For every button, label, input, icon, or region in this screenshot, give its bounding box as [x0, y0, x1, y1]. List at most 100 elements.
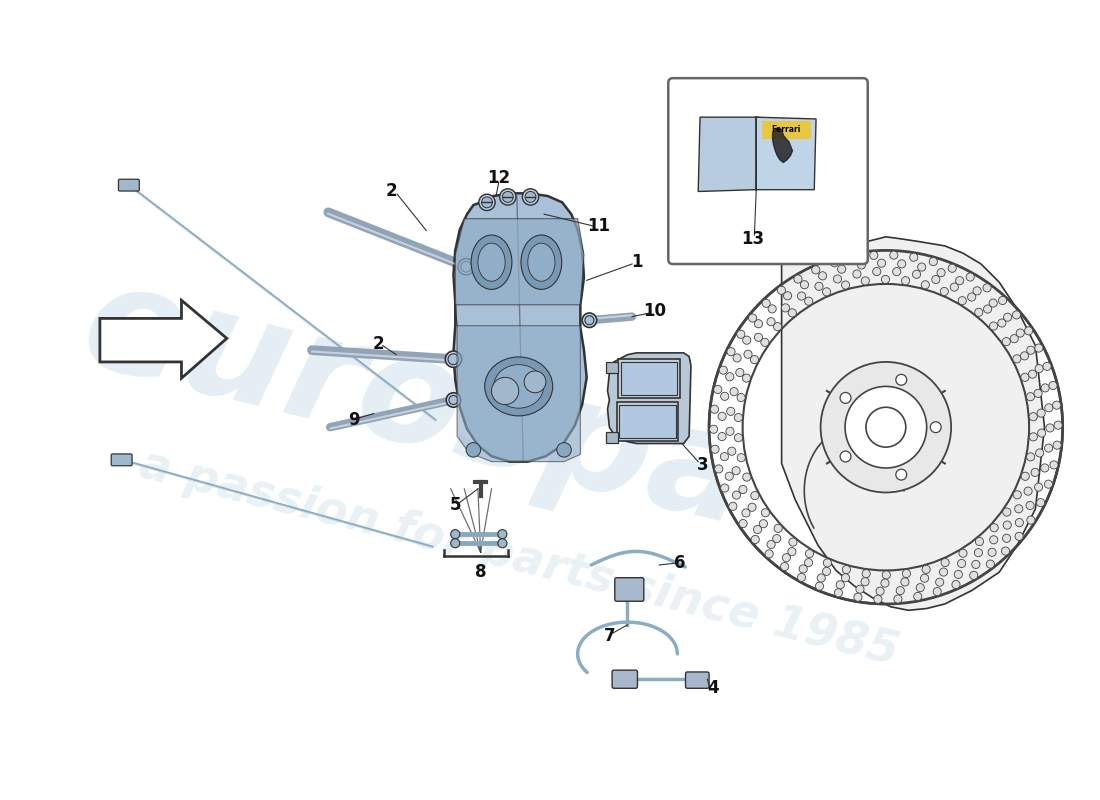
Circle shape: [714, 386, 722, 394]
Circle shape: [498, 530, 507, 538]
Circle shape: [754, 526, 761, 534]
Circle shape: [921, 281, 929, 289]
Circle shape: [817, 574, 825, 582]
Circle shape: [1031, 468, 1040, 477]
Circle shape: [737, 330, 745, 338]
Circle shape: [715, 465, 723, 473]
Polygon shape: [606, 432, 618, 442]
Circle shape: [741, 509, 750, 517]
FancyBboxPatch shape: [111, 454, 132, 466]
Circle shape: [881, 275, 890, 283]
Circle shape: [742, 374, 750, 382]
Ellipse shape: [471, 235, 512, 290]
Circle shape: [1049, 461, 1058, 469]
Circle shape: [910, 253, 917, 262]
Text: eurospares: eurospares: [68, 251, 1023, 622]
Polygon shape: [453, 194, 586, 462]
Circle shape: [1041, 464, 1049, 472]
Circle shape: [733, 491, 740, 499]
Circle shape: [959, 549, 967, 558]
Circle shape: [842, 281, 849, 289]
Circle shape: [778, 286, 785, 294]
Text: 3: 3: [697, 456, 708, 474]
Polygon shape: [458, 326, 581, 462]
Circle shape: [990, 536, 998, 544]
Circle shape: [794, 275, 802, 283]
Circle shape: [449, 395, 458, 405]
Circle shape: [958, 297, 967, 305]
Circle shape: [781, 304, 790, 312]
Polygon shape: [772, 128, 792, 162]
Text: 10: 10: [644, 302, 667, 320]
Ellipse shape: [485, 357, 552, 416]
Circle shape: [983, 305, 992, 313]
Text: Ferrari: Ferrari: [771, 126, 801, 134]
Circle shape: [735, 414, 743, 422]
Circle shape: [818, 272, 827, 280]
Circle shape: [1024, 326, 1033, 335]
Text: 9: 9: [348, 411, 360, 429]
Circle shape: [975, 549, 982, 557]
Text: a passion for parts since 1985: a passion for parts since 1985: [134, 442, 903, 675]
Circle shape: [1035, 365, 1043, 373]
Circle shape: [742, 336, 751, 344]
Circle shape: [1045, 404, 1053, 412]
Circle shape: [725, 472, 734, 480]
Circle shape: [866, 407, 905, 447]
Circle shape: [968, 293, 976, 301]
Circle shape: [739, 486, 747, 494]
Polygon shape: [756, 117, 816, 190]
Circle shape: [1034, 390, 1042, 398]
Circle shape: [448, 354, 459, 365]
Circle shape: [1021, 374, 1028, 382]
Circle shape: [830, 258, 838, 267]
Circle shape: [893, 267, 901, 276]
Circle shape: [939, 568, 947, 576]
Circle shape: [1001, 547, 1010, 555]
Circle shape: [956, 277, 964, 285]
Text: 4: 4: [707, 679, 718, 698]
Circle shape: [788, 547, 796, 556]
Circle shape: [727, 348, 735, 356]
Circle shape: [842, 574, 849, 582]
Circle shape: [840, 451, 851, 462]
Circle shape: [726, 373, 734, 381]
Circle shape: [916, 583, 924, 592]
Circle shape: [742, 473, 751, 481]
Circle shape: [1041, 384, 1049, 392]
Circle shape: [1028, 370, 1036, 378]
Circle shape: [836, 581, 845, 589]
Circle shape: [890, 251, 898, 259]
Circle shape: [804, 297, 813, 306]
Circle shape: [873, 595, 882, 603]
Circle shape: [736, 369, 744, 377]
Circle shape: [1034, 483, 1043, 491]
Circle shape: [1035, 449, 1044, 457]
Circle shape: [988, 548, 997, 556]
Polygon shape: [618, 359, 680, 398]
Circle shape: [902, 277, 910, 285]
Circle shape: [1045, 444, 1053, 452]
Polygon shape: [698, 117, 759, 191]
Circle shape: [894, 595, 902, 603]
Circle shape: [585, 316, 594, 325]
Text: 12: 12: [487, 169, 510, 187]
Circle shape: [773, 322, 782, 330]
Circle shape: [492, 378, 519, 405]
Circle shape: [782, 554, 791, 562]
Circle shape: [955, 570, 962, 578]
Circle shape: [901, 578, 909, 586]
Circle shape: [987, 560, 994, 568]
Circle shape: [1003, 521, 1011, 529]
Circle shape: [711, 445, 719, 454]
Circle shape: [990, 322, 998, 330]
Circle shape: [522, 189, 539, 205]
Polygon shape: [606, 362, 618, 373]
Circle shape: [750, 355, 759, 364]
Circle shape: [755, 320, 762, 328]
Circle shape: [711, 405, 718, 414]
Circle shape: [1010, 334, 1019, 342]
Circle shape: [952, 581, 960, 589]
Circle shape: [804, 558, 813, 566]
Circle shape: [727, 407, 735, 415]
